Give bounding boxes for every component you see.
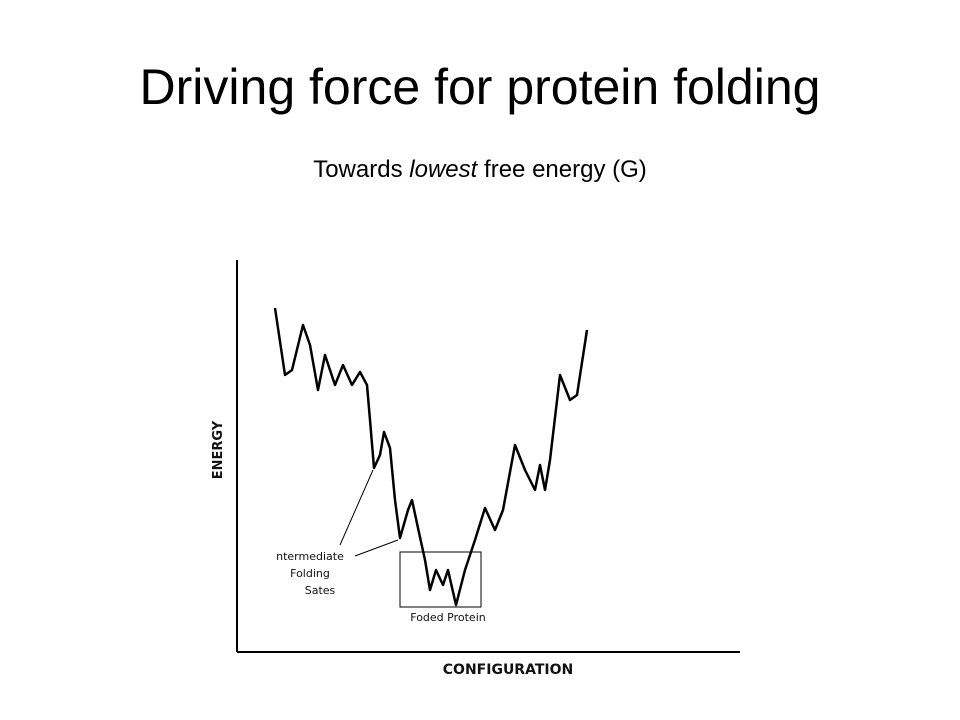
folded-box [399, 551, 482, 608]
leader-line [354, 539, 399, 557]
slide-title: Driving force for protein folding [139, 59, 821, 115]
x-axis-label: CONFIGURATION [443, 662, 573, 678]
y-axis-label: ENERGY [211, 420, 226, 479]
leader-line [339, 469, 374, 546]
subtitle-text: Towards [313, 156, 403, 183]
subtitle-text: free energy (G) [484, 156, 647, 183]
annotation: Folding [290, 567, 330, 580]
slide-subtitle: Towards lowest free energy (G) [0, 156, 960, 184]
annotation: ntermediate [276, 550, 344, 563]
annotation: Foded Protein [410, 611, 485, 624]
subtitle-emphasis: lowest [409, 156, 478, 183]
energy-curve [273, 307, 589, 607]
annotation: Sates [305, 584, 336, 597]
